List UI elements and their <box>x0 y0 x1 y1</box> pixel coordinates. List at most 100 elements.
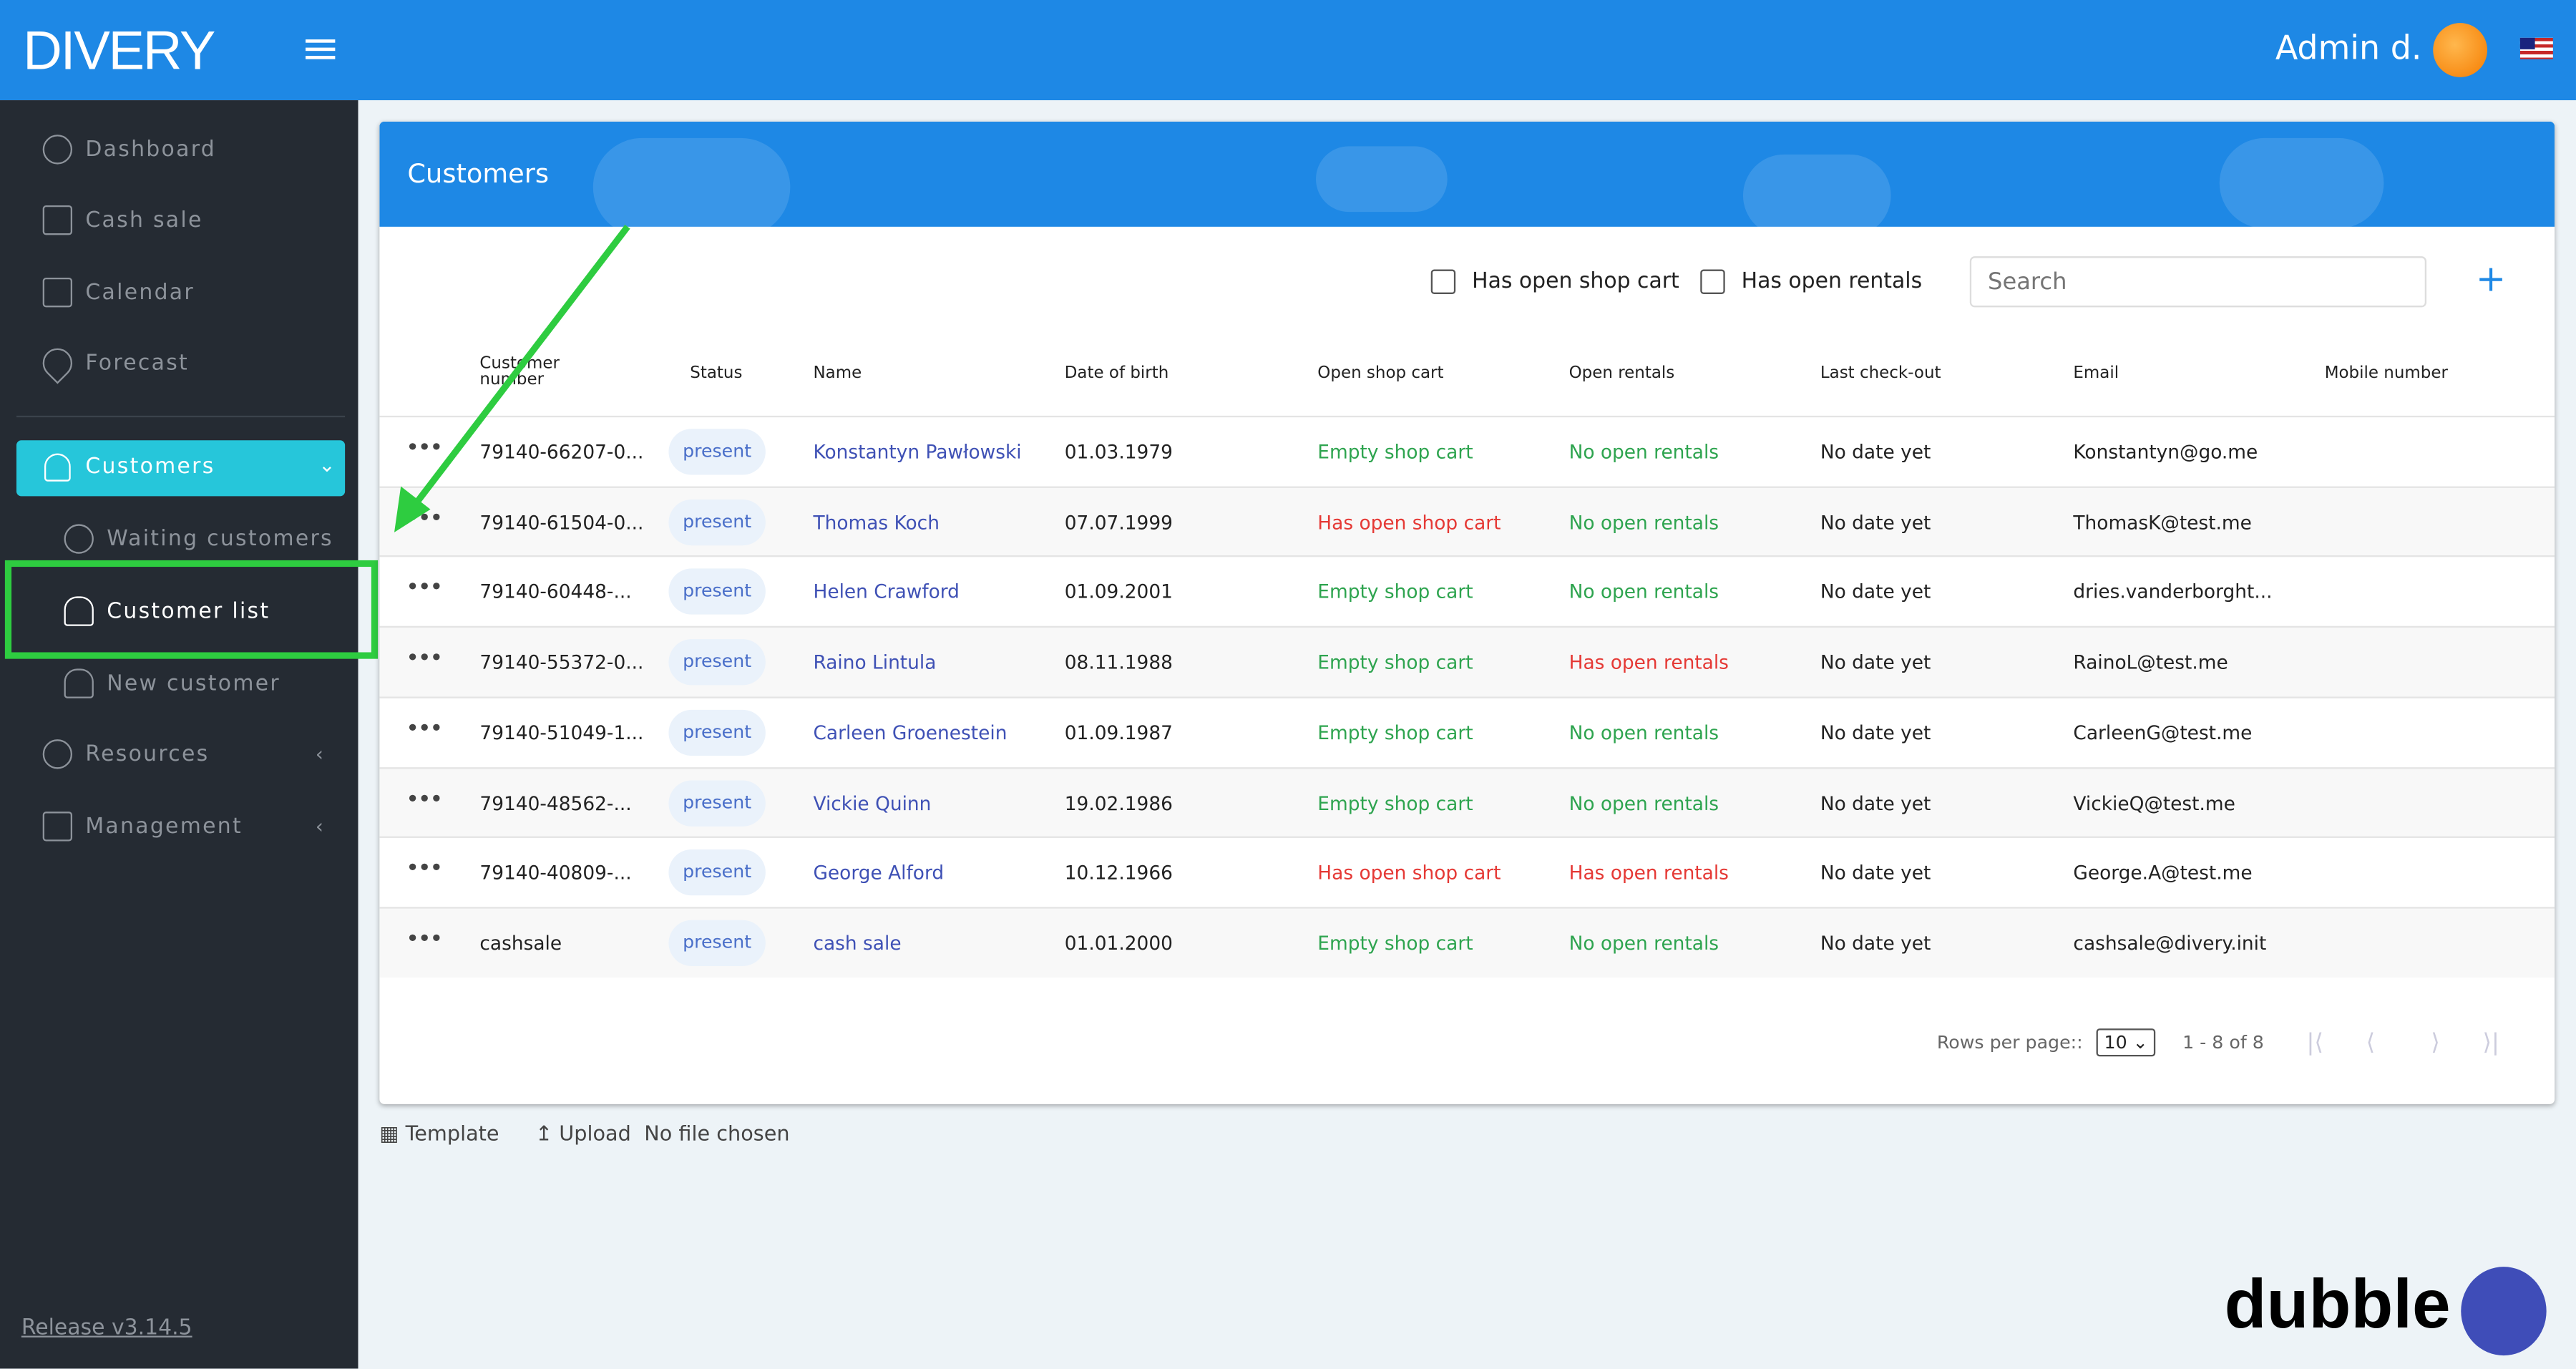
column-header[interactable]: Open rentals <box>1568 364 1675 383</box>
previous-page-icon[interactable]: ⟨ <box>2366 1029 2376 1056</box>
chevron-left-icon: ‹ <box>315 742 326 766</box>
sidebar-item-customer-list[interactable]: Customer list <box>64 596 270 626</box>
status-badge: present <box>668 499 766 545</box>
user-name[interactable]: Admin d. <box>2275 28 2422 68</box>
customer-name[interactable]: Carleen Groenestein <box>813 721 1008 744</box>
status-badge: present <box>668 779 766 826</box>
next-page-icon[interactable]: ⟩ <box>2431 1029 2440 1056</box>
column-header[interactable]: Date of birth <box>1064 364 1169 383</box>
cart-icon <box>42 205 73 235</box>
table-row[interactable]: ••• present 79140-40809-... George Alford 10… <box>379 837 2555 907</box>
highlight-box <box>4 560 379 659</box>
calendar-icon <box>42 278 73 308</box>
sidebar-item-calendar[interactable]: Calendar <box>42 278 195 308</box>
table-row[interactable]: ••• present 79140-48562-... Vickie Quinn 19.… <box>379 766 2555 837</box>
checkbox-label: Has open rentals <box>1741 269 1923 294</box>
first-page-icon[interactable]: |⟨ <box>2306 1029 2323 1056</box>
row-actions-icon[interactable]: ••• <box>406 786 443 813</box>
table-row[interactable]: ••• present cashsale cash sale 01.01.2000 Emp… <box>379 907 2555 978</box>
sidebar-item-label: Calendar <box>85 280 195 305</box>
rentals-status: No open rentals <box>1568 580 1719 604</box>
customer-number: 79140-55372-0... <box>479 651 644 674</box>
divery-logo[interactable]: DIVERY <box>23 19 215 81</box>
rows-per-page-label: Rows per page:: <box>1936 1031 2083 1053</box>
shop-cart-status: Has open shop cart <box>1317 510 1501 534</box>
last-checkout: No date yet <box>1820 651 1931 674</box>
column-header[interactable]: Last check-out <box>1820 364 1941 383</box>
shop-cart-status: Has open shop cart <box>1317 861 1501 885</box>
date-of-birth: 19.02.1986 <box>1064 791 1173 814</box>
rows-per-page-select[interactable]: 10 ⌄ <box>2096 1028 2157 1057</box>
template-button[interactable]: ▦ Template <box>379 1120 499 1146</box>
search-input[interactable] <box>1969 256 2427 308</box>
row-actions-icon[interactable]: ••• <box>406 435 443 462</box>
dubble-logo-circle <box>2461 1267 2547 1356</box>
checkbox-label: Has open shop cart <box>1472 269 1679 294</box>
customer-name[interactable]: Konstantyn Pawłowski <box>813 440 1022 464</box>
release-link[interactable]: Release v3.14.5 <box>21 1316 192 1341</box>
sidebar-item-dashboard[interactable]: Dashboard <box>42 135 216 165</box>
rentals-status: Has open rentals <box>1568 651 1729 674</box>
row-actions-icon[interactable]: ••• <box>406 575 443 603</box>
table-row[interactable]: ••• present 79140-55372-0... Raino Lintula 0… <box>379 625 2555 697</box>
customer-number: 79140-40809-... <box>479 861 632 885</box>
date-of-birth: 01.03.1979 <box>1064 440 1173 464</box>
email: VickieQ@test.me <box>2073 791 2235 814</box>
customer-name[interactable]: Thomas Koch <box>813 510 940 534</box>
add-customer-button[interactable]: + <box>2475 259 2507 301</box>
table-row[interactable]: ••• present 79140-60448-... Helen Crawford 0… <box>379 555 2555 627</box>
us-flag-icon[interactable] <box>2519 37 2553 59</box>
row-actions-icon[interactable]: ••• <box>406 856 443 883</box>
table-row[interactable]: ••• present 79140-61504-0... Thomas Koch 07.… <box>379 485 2555 557</box>
sidebar-item-cash-sale[interactable]: Cash sale <box>42 205 203 235</box>
sidebar-item-customers[interactable]: Customers ⌄ <box>16 440 346 497</box>
date-of-birth: 08.11.1988 <box>1064 651 1173 674</box>
has-open-shop-cart-checkbox[interactable]: Has open shop cart <box>1430 269 1679 294</box>
sidebar-item-management[interactable]: Management ‹ <box>42 812 323 842</box>
sidebar-item-waiting-customers[interactable]: Waiting customers <box>64 524 333 554</box>
row-actions-icon[interactable]: ••• <box>406 926 443 953</box>
pagination: Rows per page:: 10 ⌄ 1 - 8 of 8 |⟨ ⟨ ⟩ ⟩… <box>1936 1028 2499 1057</box>
customer-name[interactable]: cash sale <box>813 931 902 955</box>
column-header[interactable]: Status <box>690 364 743 383</box>
customers-card: Customers Has open shop cart Has open re… <box>379 121 2555 1104</box>
email: RainoL@test.me <box>2073 651 2228 674</box>
sidebar-item-label: New customer <box>107 671 280 696</box>
table-row[interactable]: ••• present 79140-51049-1... Carleen Groene… <box>379 696 2555 767</box>
customer-number: 79140-51049-1... <box>479 721 644 744</box>
status-badge: present <box>668 569 766 615</box>
column-header[interactable]: Email <box>2073 364 2119 383</box>
shop-cart-status: Empty shop cart <box>1317 931 1473 955</box>
customer-name[interactable]: George Alford <box>813 861 945 885</box>
column-header[interactable]: Name <box>813 364 862 383</box>
column-header[interactable]: Open shop cart <box>1317 364 1444 383</box>
row-actions-icon[interactable]: ••• <box>406 716 443 743</box>
last-checkout: No date yet <box>1820 931 1931 955</box>
date-of-birth: 01.09.2001 <box>1064 580 1173 604</box>
customer-number: 79140-60448-... <box>479 580 632 604</box>
last-checkout: No date yet <box>1820 510 1931 534</box>
page-range: 1 - 8 of 8 <box>2182 1031 2264 1053</box>
template-label: Template <box>405 1120 499 1146</box>
chevron-left-icon: ‹ <box>315 814 326 838</box>
last-checkout: No date yet <box>1820 440 1931 464</box>
has-open-rentals-checkbox[interactable]: Has open rentals <box>1700 269 1923 294</box>
user-icon <box>64 596 94 626</box>
table-row[interactable]: ••• present 79140-66207-0... Konstantyn Paw… <box>379 415 2555 487</box>
sidebar-item-new-customer[interactable]: New customer <box>64 668 280 698</box>
customer-name[interactable]: Raino Lintula <box>813 651 937 674</box>
last-page-icon[interactable]: ⟩| <box>2482 1029 2499 1056</box>
customer-name[interactable]: Vickie Quinn <box>813 791 932 814</box>
column-header[interactable]: Mobile number <box>2324 364 2448 383</box>
last-checkout: No date yet <box>1820 721 1931 744</box>
sidebar-item-forecast[interactable]: Forecast <box>36 342 189 384</box>
avatar[interactable] <box>2433 23 2487 77</box>
rentals-status: No open rentals <box>1568 931 1719 955</box>
email: dries.vanderborght... <box>2073 580 2273 604</box>
hamburger-menu-icon[interactable] <box>306 34 336 61</box>
row-actions-icon[interactable]: ••• <box>406 645 443 673</box>
customer-name[interactable]: Helen Crawford <box>813 580 960 604</box>
upload-button[interactable]: ↥ Upload <box>535 1120 631 1146</box>
sidebar-item-resources[interactable]: Resources ‹ <box>42 739 323 769</box>
